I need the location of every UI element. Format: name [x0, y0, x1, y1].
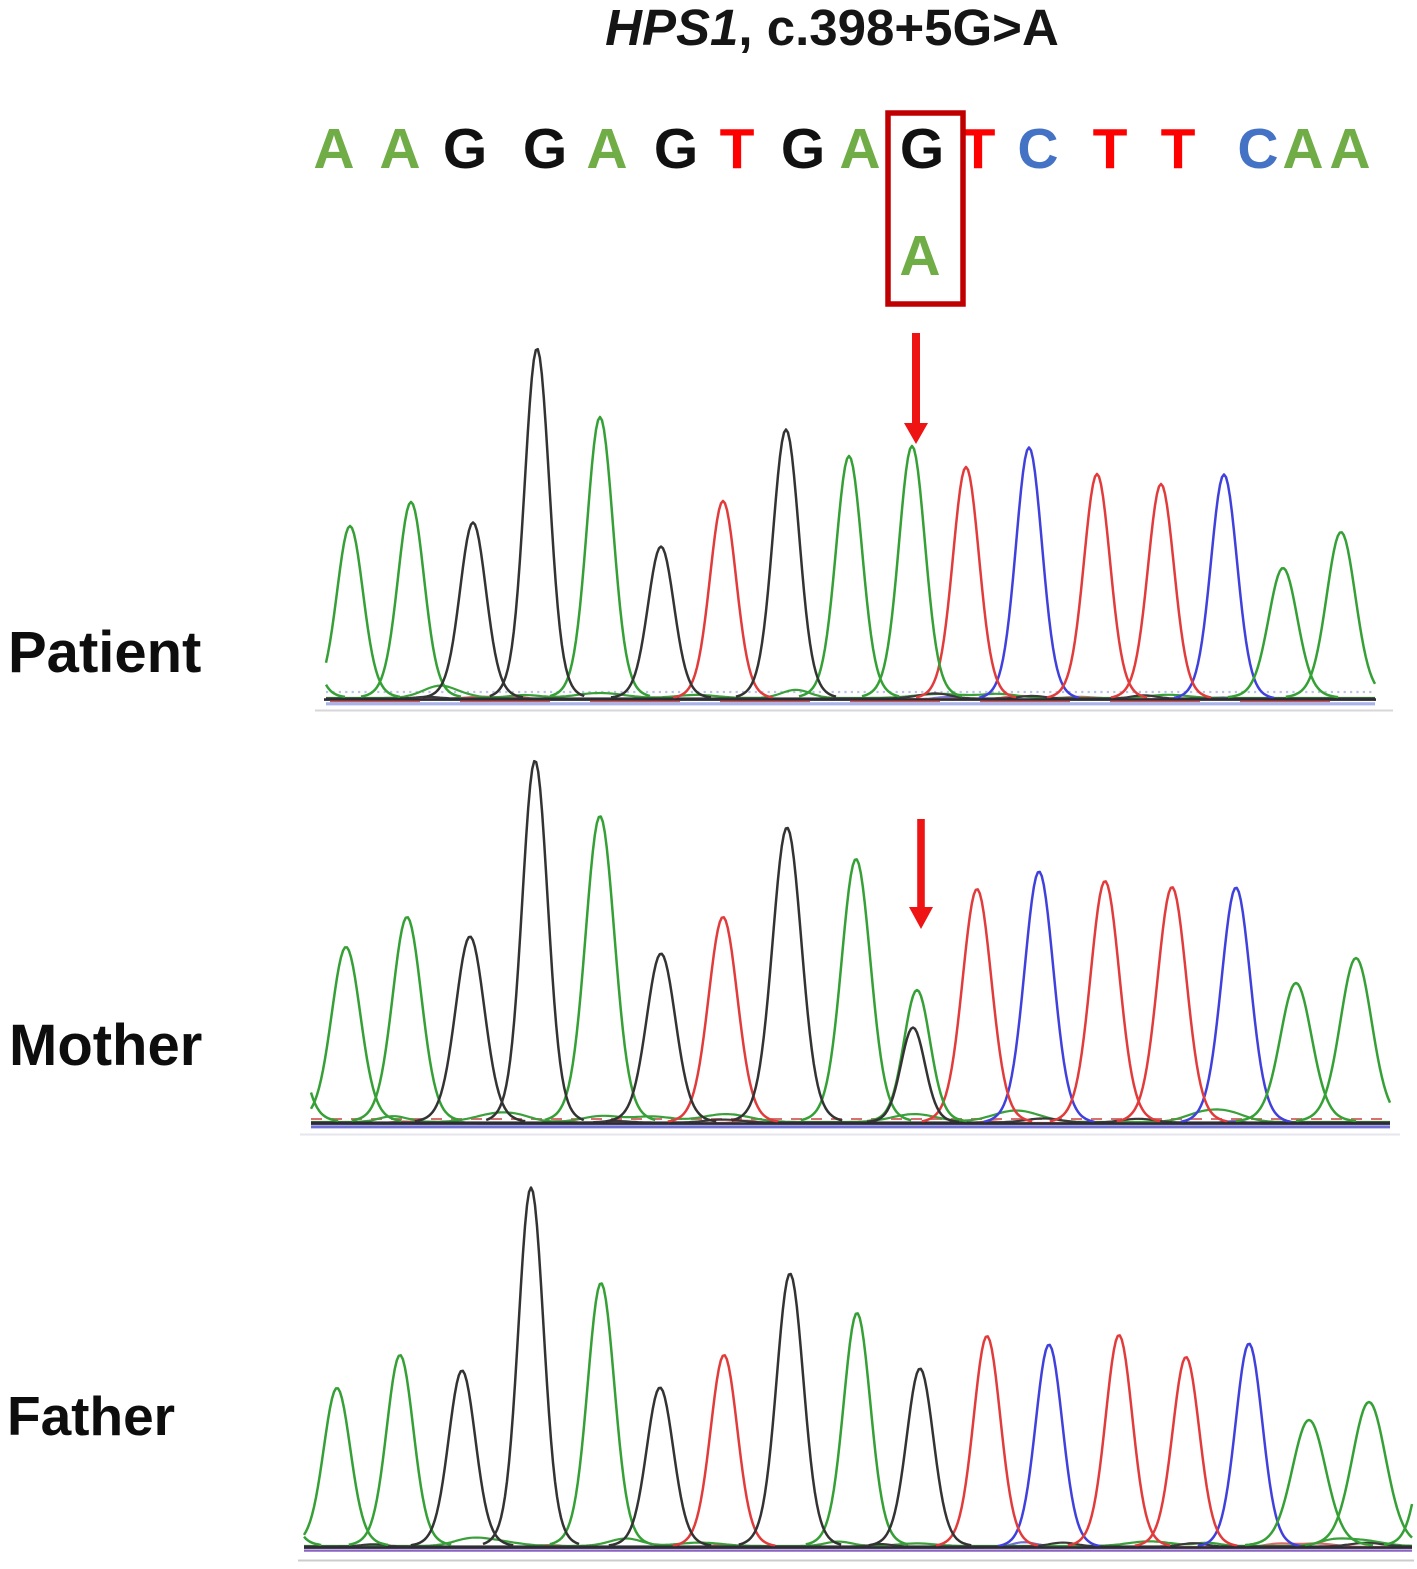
svg-text:A: A: [1282, 117, 1323, 181]
svg-text:A: A: [1329, 117, 1370, 181]
svg-text:G: G: [781, 117, 825, 181]
svg-text:C: C: [1017, 117, 1058, 181]
svg-text:Patient: Patient: [8, 620, 201, 685]
svg-text:G: G: [523, 117, 567, 181]
svg-text:Father: Father: [7, 1385, 175, 1447]
svg-text:C: C: [1237, 117, 1278, 181]
svg-text:A: A: [839, 117, 880, 181]
svg-text:A: A: [379, 117, 420, 181]
svg-text:T: T: [1161, 117, 1196, 181]
svg-text:G: G: [654, 117, 698, 181]
svg-text:G: G: [443, 117, 487, 181]
svg-text:A: A: [586, 117, 627, 181]
svg-text:A: A: [313, 117, 354, 181]
svg-text:HPS1, c.398+5G>A: HPS1, c.398+5G>A: [605, 0, 1059, 56]
svg-text:Mother: Mother: [9, 1013, 202, 1078]
svg-text:T: T: [1093, 117, 1128, 181]
svg-text:T: T: [720, 117, 755, 181]
svg-text:G: G: [900, 117, 944, 181]
svg-text:A: A: [899, 224, 940, 288]
svg-text:T: T: [961, 117, 996, 181]
